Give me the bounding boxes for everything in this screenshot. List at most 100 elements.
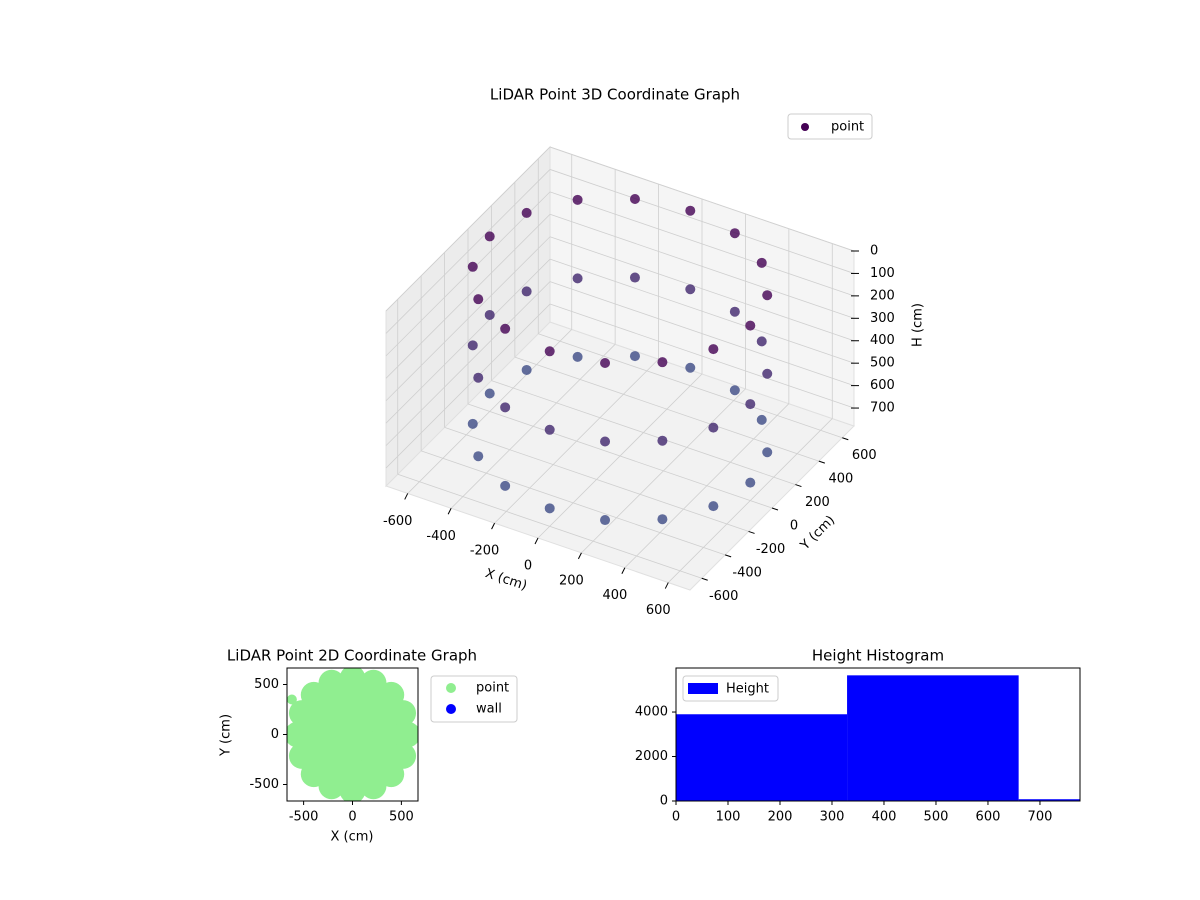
y-tick xyxy=(771,507,779,511)
point xyxy=(318,773,345,800)
grid-line xyxy=(385,191,551,357)
x-tick xyxy=(577,552,582,560)
point xyxy=(708,344,719,355)
plot-area xyxy=(287,668,418,801)
point xyxy=(629,194,640,205)
point xyxy=(708,501,719,512)
grid-line xyxy=(385,214,551,379)
y-tick-label: 400 xyxy=(828,472,853,487)
y-tick-label: 600 xyxy=(852,448,877,463)
point xyxy=(762,290,773,301)
point xyxy=(629,351,640,362)
y-tick-label: -200 xyxy=(756,542,786,557)
point xyxy=(544,503,555,514)
legend-label: wall xyxy=(476,702,502,717)
point xyxy=(473,372,484,383)
grid-line xyxy=(385,258,551,424)
point xyxy=(521,286,532,297)
point xyxy=(544,424,555,435)
point xyxy=(657,435,668,446)
point xyxy=(756,414,767,425)
legend-patch xyxy=(688,683,718,694)
legend-box xyxy=(430,675,518,723)
x-tick xyxy=(534,537,539,545)
x-tick-label: 0 xyxy=(672,810,680,825)
z-tick-label: 500 xyxy=(870,356,895,371)
point xyxy=(484,231,495,242)
point xyxy=(629,272,640,283)
point xyxy=(685,284,696,295)
title: LiDAR Point 2D Coordinate Graph xyxy=(227,647,477,665)
grid-line xyxy=(385,146,551,312)
z-tick-label: 100 xyxy=(870,266,895,281)
point xyxy=(467,340,478,351)
y-tick-label: 0 xyxy=(271,727,279,742)
plot-area xyxy=(676,675,1080,801)
y-tick-label: 2000 xyxy=(635,749,668,764)
point xyxy=(600,436,611,447)
grid-line xyxy=(538,333,843,439)
grid-line xyxy=(549,258,855,364)
x-tick xyxy=(621,567,626,574)
grid-line xyxy=(549,281,855,386)
grid-line xyxy=(549,303,855,409)
x-tick-label: 0 xyxy=(524,559,532,574)
x-tick-label: 300 xyxy=(820,810,845,825)
point xyxy=(484,309,495,320)
x-axis-label: X (cm) xyxy=(331,830,374,845)
point xyxy=(500,402,511,413)
point xyxy=(467,261,478,272)
axes-frame xyxy=(675,667,1081,802)
x-tick xyxy=(404,493,409,500)
x-tick-label: 600 xyxy=(646,603,671,618)
x-tick-label: -600 xyxy=(383,514,413,529)
point xyxy=(729,228,740,239)
grid-line xyxy=(467,403,773,509)
x-tick-label: 700 xyxy=(1028,810,1053,825)
x-tick-label: -200 xyxy=(470,544,500,559)
grid-line xyxy=(385,169,551,334)
x-tick-label: 400 xyxy=(602,588,627,603)
point xyxy=(572,194,583,205)
point xyxy=(756,257,767,268)
legend-label: point xyxy=(831,120,864,135)
x-tick xyxy=(447,508,452,515)
z-tick-label: 600 xyxy=(870,378,895,393)
legend-marker xyxy=(446,683,456,693)
grid-line xyxy=(491,380,796,485)
point xyxy=(708,422,719,433)
z-tick-label: 700 xyxy=(870,401,895,416)
y-tick-label: -400 xyxy=(732,565,762,580)
grid-line xyxy=(444,427,749,532)
grid-line xyxy=(385,236,551,402)
y-tick xyxy=(701,577,708,581)
y-tick-label: 0 xyxy=(790,519,798,534)
grid-line xyxy=(514,356,819,462)
x-tick-label: 600 xyxy=(976,810,1001,825)
z-tick-label: 400 xyxy=(870,333,895,348)
point xyxy=(360,669,387,696)
grid-line xyxy=(549,169,855,274)
grid-line xyxy=(397,473,702,579)
title: Height Histogram xyxy=(812,647,944,665)
legend-marker xyxy=(801,123,809,131)
legend-label: point xyxy=(476,681,509,696)
y-tick-label: 4000 xyxy=(635,705,668,720)
point xyxy=(544,346,555,357)
z-tick-label: 0 xyxy=(870,244,878,259)
point xyxy=(762,447,773,458)
point xyxy=(657,357,668,368)
point xyxy=(657,514,668,525)
y-tick xyxy=(818,460,826,464)
point xyxy=(745,399,756,410)
point xyxy=(288,700,315,727)
point xyxy=(353,735,380,762)
y-tick-label: -600 xyxy=(709,589,739,604)
y-tick-label: -500 xyxy=(249,777,279,792)
point xyxy=(467,418,478,429)
point xyxy=(287,694,297,705)
grid-line xyxy=(549,191,855,297)
point xyxy=(484,388,495,399)
x-tick-label: -500 xyxy=(289,810,319,825)
legend-box xyxy=(682,675,779,702)
